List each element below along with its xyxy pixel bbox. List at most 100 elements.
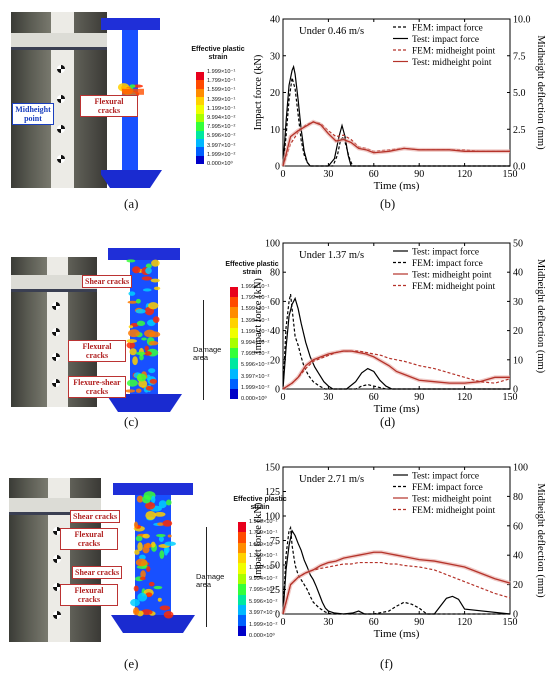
- damage-area-bracket: [206, 527, 207, 627]
- x-tick-label: 150: [503, 392, 518, 403]
- colorbar-swatch: [230, 337, 238, 349]
- colorbar-swatch: [230, 348, 238, 359]
- series-line-0: [282, 296, 510, 390]
- x-tick-label: 150: [503, 617, 518, 628]
- series-band: [281, 119, 510, 167]
- target-marker: [53, 610, 62, 619]
- colorbar-swatch: [196, 147, 204, 156]
- colorbar-swatch: [238, 625, 246, 636]
- colorbar-tick: 1.999×10⁻²: [241, 384, 270, 391]
- colorbar-swatch: [230, 327, 238, 338]
- y-tick-label: 80: [270, 268, 280, 279]
- y-tick-label: 30: [270, 51, 280, 62]
- target-marker: [53, 555, 62, 564]
- x-tick-label: 90: [414, 617, 424, 628]
- colorbar-swatch: [196, 97, 204, 106]
- colorbar-title: Effective plastic strain: [233, 496, 287, 511]
- target-marker: [57, 124, 66, 133]
- y2-tick-label: 30: [513, 297, 523, 308]
- colorbar-tick: 1.399×10⁻¹: [241, 317, 270, 324]
- colorbar-swatch: [196, 130, 204, 139]
- y-tick-label: 20: [270, 355, 280, 366]
- colorbar-swatch: [238, 563, 246, 574]
- x-tick-label: 0: [281, 617, 286, 628]
- target-marker: [57, 64, 66, 73]
- colorbar: [230, 287, 238, 400]
- crack-label: Shear cracks: [72, 566, 123, 579]
- colorbar-tick: 1.399×10⁻¹: [249, 553, 278, 560]
- colorbar-swatch: [196, 122, 204, 131]
- x-axis-label: Time (ms): [374, 403, 420, 415]
- damage-area-label: Damage area: [196, 572, 225, 589]
- crack-label: Shear cracks: [70, 510, 121, 523]
- series-band: [281, 550, 511, 615]
- clamp-bar: [11, 275, 97, 292]
- colorbar-swatch: [196, 88, 204, 98]
- colorbar-swatch: [230, 368, 238, 379]
- fem-contour: [111, 483, 195, 633]
- crack-label: Flexure-shear cracks: [68, 376, 126, 398]
- clamp-bar: [11, 33, 107, 51]
- y-tick-label: 0: [275, 610, 280, 621]
- crack-label: Flexural cracks: [68, 340, 126, 362]
- colorbar-tick: 1.999×10⁻¹: [249, 519, 278, 525]
- colorbar-tick: 1.999×10⁻²: [207, 151, 236, 158]
- colorbar-tick: 0.000×10⁰: [249, 633, 275, 639]
- x-tick-label: 120: [457, 617, 472, 628]
- colorbar-tick: 1.999×10⁻²: [249, 621, 278, 628]
- y2-tick-label: 50: [513, 239, 523, 250]
- crack-label: Shear cracks: [82, 275, 133, 288]
- colorbar-swatch: [230, 388, 238, 400]
- colorbar-tick: 7.995×10⁻²: [249, 587, 278, 594]
- x-axis-label: Time (ms): [374, 628, 420, 640]
- y-axis-label: Impact force (kN): [253, 54, 264, 130]
- colorbar-tick: 1.199×10⁻¹: [249, 564, 278, 571]
- target-marker: [57, 94, 66, 103]
- colorbar-tick: 1.199×10⁻¹: [241, 328, 270, 335]
- colorbar-tick: 0.000×10⁰: [241, 396, 267, 402]
- colorbar-tick: 5.996×10⁻²: [207, 133, 236, 140]
- legend-entry: Test: midheight point: [412, 495, 492, 505]
- series-line-2: [282, 350, 510, 390]
- legend-entry: Test: impact force: [412, 247, 479, 258]
- y-tick-label: 75: [270, 536, 280, 547]
- x-tick-label: 90: [414, 169, 424, 180]
- colorbar-tick: 3.997×10⁻²: [207, 142, 236, 149]
- y-tick-label: 40: [270, 15, 280, 26]
- x-tick-label: 60: [369, 392, 379, 403]
- y2-axis-label: Midheight deflection (mm): [535, 35, 546, 150]
- colorbar-title: Effective plastic strain: [225, 261, 279, 276]
- colorbar-swatch: [238, 542, 246, 554]
- x-tick-label: 30: [323, 392, 333, 403]
- colorbar-swatch: [238, 553, 246, 564]
- damage-area-label: Damage area: [193, 345, 222, 362]
- colorbar-tick: 1.599×10⁻¹: [249, 541, 278, 548]
- x-tick-label: 0: [281, 169, 286, 180]
- x-tick-label: 30: [323, 617, 333, 628]
- velocity-annotation: Under 0.46 m/s: [299, 26, 364, 37]
- y2-tick-label: 0: [513, 610, 518, 621]
- panel-letter-a: (a): [124, 196, 139, 211]
- colorbar-swatch: [238, 594, 246, 605]
- y-tick-label: 50: [270, 561, 280, 572]
- fem-contour: [106, 248, 182, 412]
- colorbar-swatch: [238, 573, 246, 585]
- target-marker: [53, 582, 62, 591]
- series-line-2: [282, 121, 510, 167]
- colorbar-swatch: [196, 80, 204, 89]
- y2-tick-label: 20: [513, 326, 523, 337]
- colorbar-tick: 1.799×10⁻¹: [207, 78, 236, 85]
- y2-tick-label: 2.5: [513, 125, 526, 136]
- x-tick-label: 150: [503, 169, 518, 180]
- colorbar-swatch: [196, 105, 204, 114]
- colorbar-tick: 0.000×10⁰: [207, 161, 233, 167]
- y-tick-label: 25: [270, 585, 280, 596]
- series-line-3: [282, 561, 511, 615]
- y2-tick-label: 10.0: [513, 15, 531, 26]
- colorbar-tick: 1.599×10⁻¹: [241, 306, 270, 313]
- colorbar-swatch: [196, 113, 204, 123]
- target-marker: [57, 154, 66, 163]
- y2-tick-label: 60: [513, 521, 523, 532]
- panel-letter-f: (f): [380, 656, 393, 671]
